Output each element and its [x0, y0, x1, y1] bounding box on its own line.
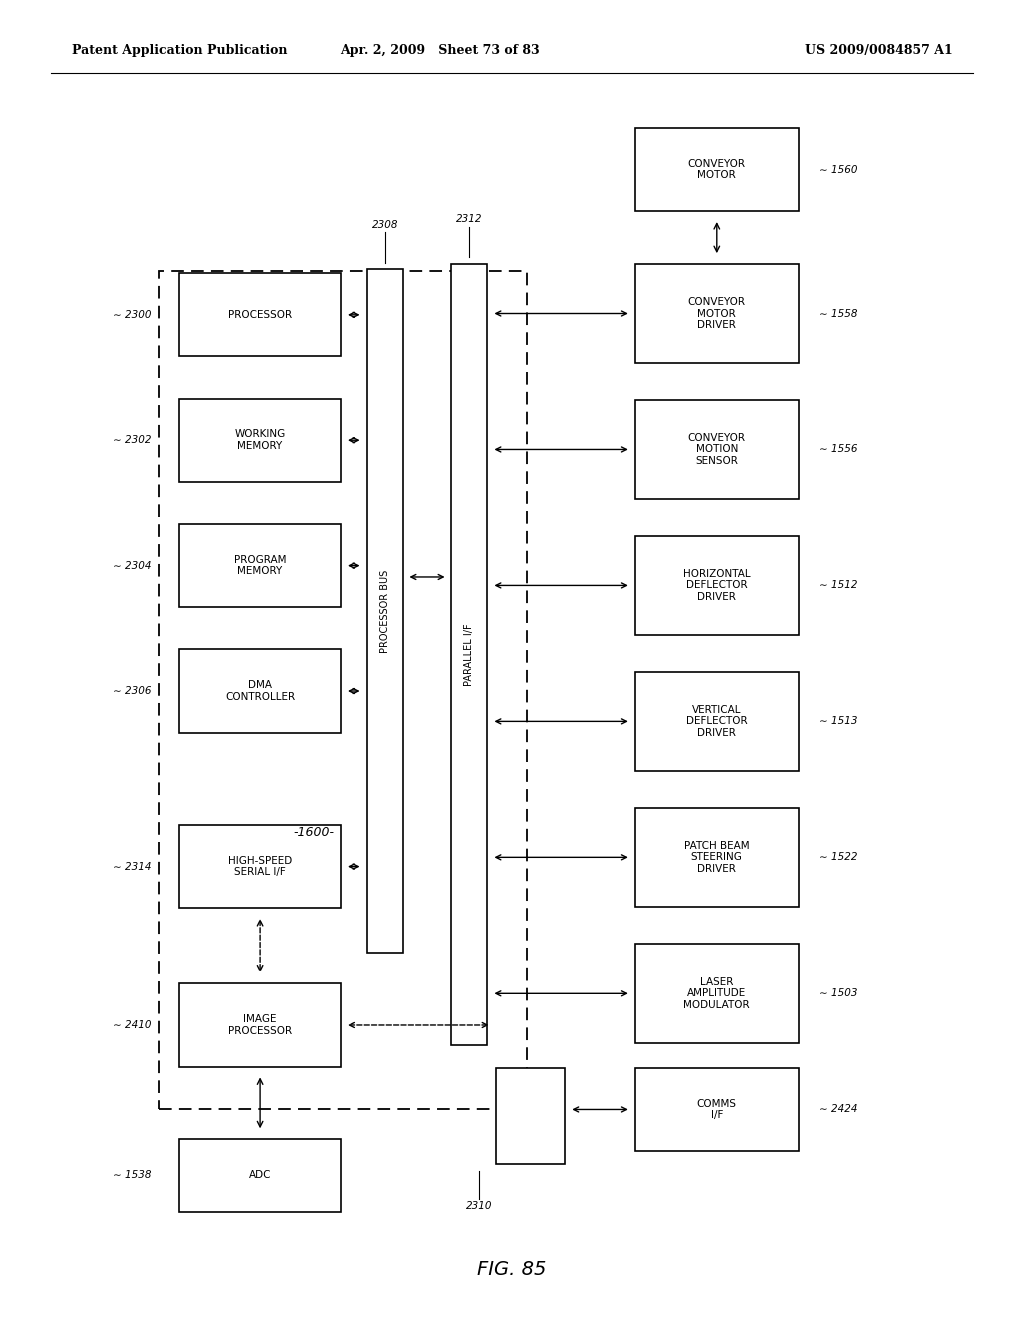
Bar: [635, 1068, 799, 1151]
Text: COMMS
I/F: COMMS I/F: [696, 1098, 737, 1121]
Bar: [635, 400, 799, 499]
Text: LASER
AMPLITUDE
MODULATOR: LASER AMPLITUDE MODULATOR: [683, 977, 751, 1010]
Text: WORKING
MEMORY: WORKING MEMORY: [234, 429, 286, 451]
Text: ∼ 1522: ∼ 1522: [819, 853, 858, 862]
Bar: [635, 536, 799, 635]
Text: PROGRAM
MEMORY: PROGRAM MEMORY: [233, 554, 287, 577]
Text: PROCESSOR BUS: PROCESSOR BUS: [380, 569, 390, 653]
Text: ∼ 1538: ∼ 1538: [113, 1171, 152, 1180]
Bar: [635, 672, 799, 771]
Text: ∼ 1558: ∼ 1558: [819, 309, 858, 318]
Bar: [179, 983, 341, 1067]
Text: PROCESSOR: PROCESSOR: [228, 310, 292, 319]
Text: ∼ 1556: ∼ 1556: [819, 445, 858, 454]
Text: 2310: 2310: [466, 1201, 493, 1212]
Text: ∼ 1560: ∼ 1560: [819, 165, 858, 174]
Bar: [179, 273, 341, 356]
Text: 2312: 2312: [456, 214, 482, 224]
Bar: [159, 271, 527, 1109]
Text: HORIZONTAL
DEFLECTOR
DRIVER: HORIZONTAL DEFLECTOR DRIVER: [683, 569, 751, 602]
Text: ∼ 2300: ∼ 2300: [113, 310, 152, 319]
Bar: [635, 264, 799, 363]
Text: ∼ 1513: ∼ 1513: [819, 717, 858, 726]
Text: ∼ 2302: ∼ 2302: [113, 436, 152, 445]
Text: ∼ 2314: ∼ 2314: [113, 862, 152, 871]
Bar: [496, 1068, 565, 1164]
Text: VERTICAL
DEFLECTOR
DRIVER: VERTICAL DEFLECTOR DRIVER: [686, 705, 748, 738]
Text: ADC: ADC: [249, 1171, 271, 1180]
Text: ∼ 2410: ∼ 2410: [113, 1020, 152, 1030]
Text: CONVEYOR
MOTION
SENSOR: CONVEYOR MOTION SENSOR: [688, 433, 745, 466]
Text: Apr. 2, 2009   Sheet 73 of 83: Apr. 2, 2009 Sheet 73 of 83: [341, 44, 540, 57]
Bar: [451, 264, 487, 1045]
Bar: [179, 825, 341, 908]
Text: PARALLEL I/F: PARALLEL I/F: [464, 623, 474, 686]
Bar: [179, 649, 341, 733]
Bar: [179, 524, 341, 607]
Text: 2308: 2308: [372, 219, 398, 230]
Text: CONVEYOR
MOTOR
DRIVER: CONVEYOR MOTOR DRIVER: [688, 297, 745, 330]
Text: -1600-: -1600-: [293, 826, 334, 838]
Text: ∼ 1503: ∼ 1503: [819, 989, 858, 998]
Text: Patent Application Publication: Patent Application Publication: [72, 44, 287, 57]
Text: CONVEYOR
MOTOR: CONVEYOR MOTOR: [688, 158, 745, 181]
Bar: [635, 128, 799, 211]
Text: ∼ 2306: ∼ 2306: [113, 686, 152, 696]
Text: ∼ 2304: ∼ 2304: [113, 561, 152, 570]
Bar: [179, 399, 341, 482]
Text: DMA
CONTROLLER: DMA CONTROLLER: [225, 680, 295, 702]
Text: IMAGE
PROCESSOR: IMAGE PROCESSOR: [228, 1014, 292, 1036]
Bar: [635, 944, 799, 1043]
Text: ∼ 1512: ∼ 1512: [819, 581, 858, 590]
Text: HIGH-SPEED
SERIAL I/F: HIGH-SPEED SERIAL I/F: [228, 855, 292, 878]
Text: PATCH BEAM
STEERING
DRIVER: PATCH BEAM STEERING DRIVER: [684, 841, 750, 874]
Text: US 2009/0084857 A1: US 2009/0084857 A1: [805, 44, 952, 57]
Bar: [635, 808, 799, 907]
Text: ∼ 2424: ∼ 2424: [819, 1105, 858, 1114]
Bar: [367, 269, 403, 953]
Text: FIG. 85: FIG. 85: [477, 1261, 547, 1279]
Bar: [179, 1139, 341, 1212]
